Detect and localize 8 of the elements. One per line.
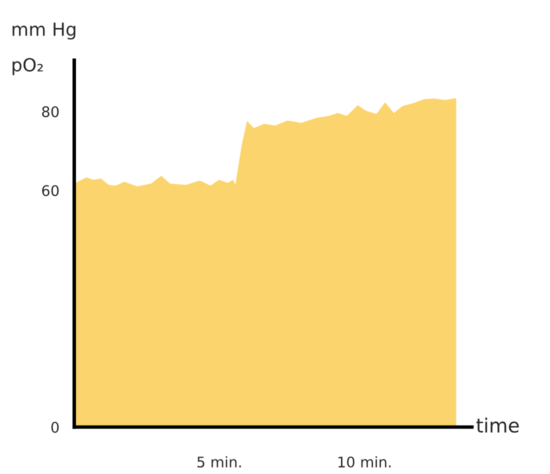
y-tick-label: 80 (42, 106, 59, 118)
text: mm Hg (12, 22, 76, 40)
y-tick-label: 60 (42, 185, 59, 196)
x-axis-title: time (476, 418, 519, 433)
y-tick-label: 0 (51, 422, 59, 433)
text: pO₂ (12, 58, 43, 76)
x-tick-label: 5 min. (197, 456, 241, 468)
x-tick-label: 10 min. (338, 456, 391, 468)
